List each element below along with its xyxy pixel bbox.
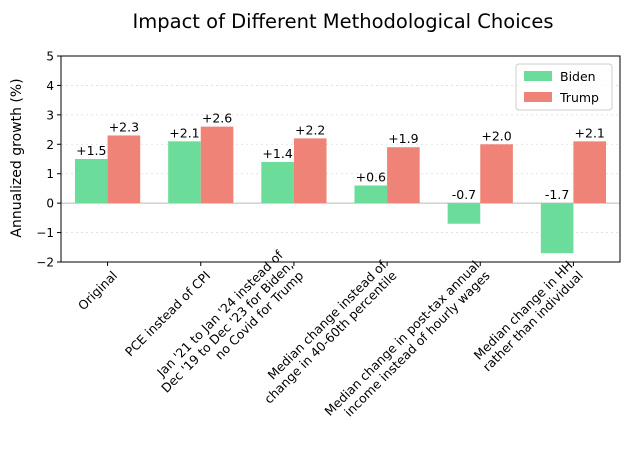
y-tick-label: 1 [46,167,54,181]
x-tick-label-line: Original [75,268,120,313]
bar-labels: +1.5 +2.1 +1.4 +0.6 -0.7 -1.7 +2.3 +2.6 +2.2 +1.9… [76,111,605,203]
y-tick-label: −2 [36,256,54,270]
data-label-trump: +2.3 [109,119,139,134]
x-tick-label-line: Median change in post-tax annual [321,258,482,419]
data-label-trump: +1.9 [388,131,418,146]
data-label-biden: +0.6 [356,169,386,184]
bar-biden [447,203,481,224]
y-tick-label: 4 [46,79,54,93]
bar-biden [354,185,388,204]
legend-swatch [524,71,552,81]
legend-label: Biden [560,69,596,84]
plot-frame [60,55,621,263]
data-label-trump: +2.0 [481,128,511,143]
data-label-biden: -1.7 [545,187,569,202]
bar-biden [540,203,574,254]
x-tick-label-line: rather than individual [480,268,586,374]
data-label-biden: -0.7 [452,187,476,202]
bar-trump [573,141,607,204]
data-label-biden: +1.4 [262,146,292,161]
y-axis-label: Annualized growth (%) [9,78,25,237]
data-label-biden: +1.5 [76,143,106,158]
x-tick-label: Original [75,268,120,313]
bar-trump [480,144,513,204]
bar-trump [387,147,420,204]
data-label-trump: +2.1 [575,125,605,140]
chart-title: Impact of Different Methodological Choic… [133,10,554,33]
y-tick-label: −1 [36,226,54,240]
bar-trump [200,126,234,204]
y-ticks: −2 −1 0 1 2 3 4 5 [36,50,61,270]
bar-biden [168,141,201,204]
bar-trump [293,138,327,204]
legend: Biden Trump [515,63,613,111]
bar-biden [74,159,108,204]
legend-swatch [524,92,552,102]
data-label-trump: +2.2 [295,122,325,137]
data-label-biden: +2.1 [169,125,199,140]
y-tick-label: 3 [46,108,54,122]
bar-biden [261,161,294,204]
y-tick-label: 5 [46,50,54,64]
data-label-trump: +2.6 [202,111,232,126]
y-tick-label: 0 [46,197,54,211]
bar-trump [107,135,141,204]
legend-label: Trump [559,90,599,105]
y-tick-label: 2 [46,138,54,152]
bars [74,126,607,254]
